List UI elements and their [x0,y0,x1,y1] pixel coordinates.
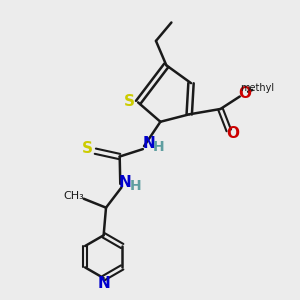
Text: CH₃: CH₃ [64,191,85,201]
Text: O: O [226,127,239,142]
Text: H: H [129,179,141,193]
Text: S: S [124,94,135,110]
Text: S: S [82,141,93,156]
Text: O: O [238,86,251,101]
Text: N: N [98,276,111,291]
Text: N: N [118,175,131,190]
Text: methyl: methyl [241,83,275,93]
Text: N: N [142,136,155,151]
Text: H: H [152,140,164,154]
